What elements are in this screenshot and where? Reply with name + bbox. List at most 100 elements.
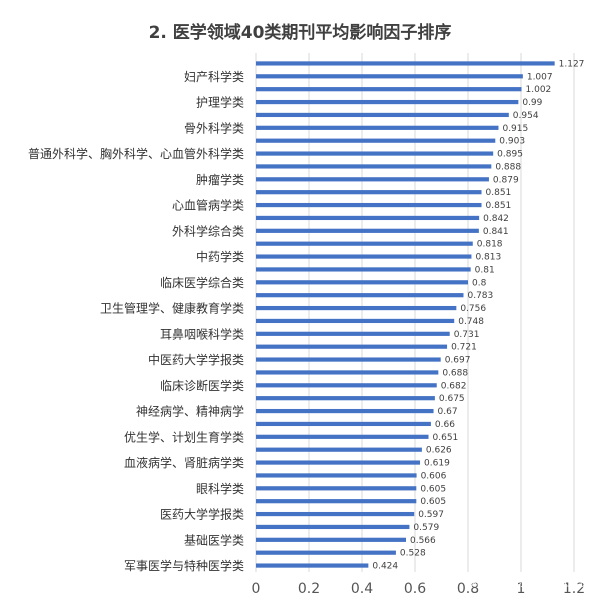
data-label: 0.813 [475, 253, 501, 263]
bar [256, 61, 555, 66]
category-label: 血液病学、肾脏病学类 [124, 455, 244, 470]
data-label: 0.579 [413, 523, 439, 533]
category-labels: 妇产科学类护理学类骨外科学类普通外科学、胸外科学、心血管外科学类肿瘤学类心血管病… [28, 69, 244, 573]
x-tick-label: 1.2 [563, 581, 585, 597]
data-label: 0.619 [424, 459, 450, 469]
category-label: 军事医学与特种医学类 [124, 558, 244, 573]
x-tick-label: 0 [252, 581, 261, 597]
category-label: 神经病学、精神病学 [136, 404, 244, 419]
data-label: 0.697 [445, 356, 471, 366]
watermark: 知乎 @杂志社王德 [470, 573, 586, 590]
bar [256, 473, 417, 478]
bar [256, 112, 509, 118]
bar [256, 563, 369, 568]
data-label: 0.8 [472, 278, 487, 288]
bar [256, 357, 441, 362]
bar [256, 267, 471, 272]
bar [256, 254, 472, 259]
data-label: 0.721 [451, 343, 477, 353]
bar [256, 164, 492, 169]
x-tick-label: 0.4 [351, 581, 373, 597]
bar [256, 383, 437, 388]
data-label: 0.915 [502, 124, 528, 134]
bar [256, 524, 410, 530]
data-label: 0.682 [441, 381, 467, 391]
bar [256, 202, 482, 208]
data-label: 0.605 [420, 484, 446, 494]
data-label: 0.67 [438, 407, 458, 417]
category-label: 眼科学类 [196, 481, 244, 496]
data-label: 0.606 [421, 471, 447, 481]
bar [256, 305, 457, 311]
data-label: 0.954 [513, 111, 539, 121]
data-label: 1.002 [526, 85, 552, 95]
bar [256, 434, 429, 439]
bar [256, 550, 396, 555]
data-label: 0.818 [477, 240, 503, 250]
bar [256, 190, 482, 195]
bar [256, 151, 494, 156]
bar [256, 99, 519, 105]
x-tick-label: 0.8 [457, 581, 479, 597]
bar [256, 421, 431, 427]
bar [256, 537, 406, 542]
data-label: 0.879 [493, 175, 519, 185]
bar [256, 177, 489, 182]
bar [256, 280, 468, 285]
bar [256, 408, 434, 414]
data-label: 0.99 [522, 98, 542, 108]
data-label: 1.007 [527, 72, 553, 82]
x-tick-label: 1 [517, 581, 526, 597]
bar [256, 241, 473, 246]
data-label: 0.841 [483, 227, 509, 237]
x-tick-label: 0.6 [404, 581, 426, 597]
data-label: 0.731 [454, 330, 480, 340]
data-label: 0.66 [435, 420, 455, 430]
data-label: 0.888 [495, 162, 521, 172]
bar [256, 344, 448, 349]
data-label: 0.903 [499, 137, 525, 147]
category-label: 外科学综合类 [172, 223, 244, 238]
bar [256, 396, 435, 401]
category-label: 中医药大学学报类 [148, 352, 244, 367]
category-label: 肿瘤学类 [196, 172, 244, 187]
data-label: 1.127 [559, 59, 585, 69]
bar [256, 511, 415, 517]
bar [256, 74, 523, 79]
category-label: 基础医学类 [184, 532, 244, 547]
bar [256, 318, 455, 324]
bar [256, 499, 417, 504]
category-label: 优生学、计划生育学类 [124, 429, 244, 444]
data-label: 0.81 [475, 265, 495, 275]
value-labels: 1.127 1.007 1.002 0.99 0.954 0.915 0.903 0.895 0… [372, 59, 584, 571]
data-label: 0.783 [467, 291, 493, 301]
data-label: 0.748 [458, 317, 484, 327]
data-label: 0.675 [439, 394, 465, 404]
bar [256, 228, 479, 233]
category-label: 妇产科学类 [184, 69, 244, 84]
category-label: 临床医学综合类 [160, 275, 244, 290]
bar [256, 138, 496, 143]
data-label: 0.851 [486, 201, 512, 211]
bar [256, 215, 480, 221]
data-label: 0.566 [410, 536, 436, 546]
chart-title: 2. 医学领域40类期刊平均影响因子排序 [149, 22, 452, 43]
data-label: 0.895 [497, 150, 523, 160]
data-label: 0.597 [418, 510, 444, 520]
data-label: 0.842 [483, 214, 509, 224]
category-label: 卫生管理学、健康教育学类 [100, 301, 244, 316]
data-label: 0.424 [372, 562, 398, 572]
bar [256, 293, 464, 298]
bar [256, 447, 422, 452]
category-label: 医药大学学报类 [160, 507, 244, 522]
data-label: 0.851 [486, 188, 512, 198]
category-label: 中药学类 [196, 249, 244, 264]
bars [256, 61, 555, 568]
data-label: 0.756 [460, 304, 486, 314]
category-label: 临床诊断医学类 [160, 378, 244, 393]
x-tick-label: 0.2 [298, 581, 320, 597]
bar [256, 486, 417, 491]
data-label: 0.651 [433, 433, 459, 443]
category-label: 普通外科学、胸外科学、心血管外科学类 [28, 146, 244, 161]
